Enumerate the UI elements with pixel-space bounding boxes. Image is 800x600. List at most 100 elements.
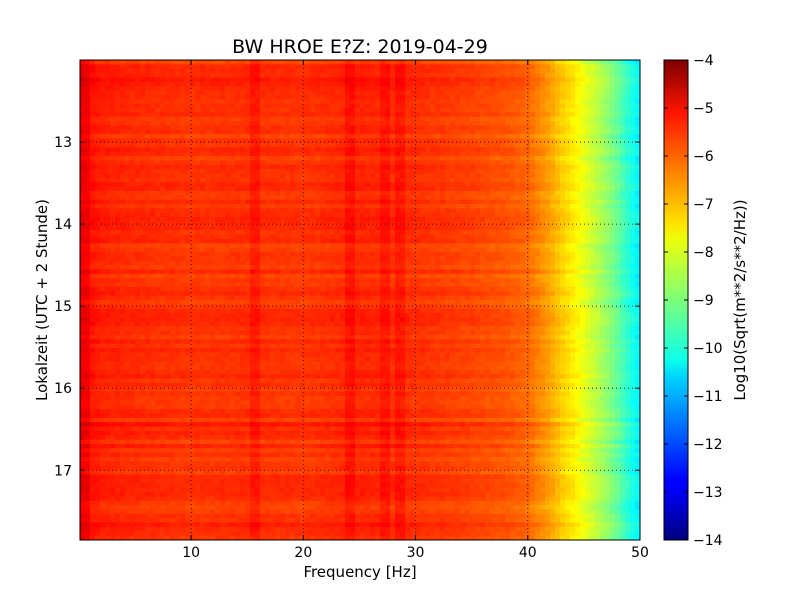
heatmap-cell: [380, 234, 386, 240]
heatmap-cell: [180, 247, 186, 253]
heatmap-cell: [635, 177, 640, 183]
heatmap-cell: [605, 112, 611, 118]
heatmap-cell: [245, 182, 251, 188]
heatmap-cell: [435, 212, 441, 218]
heatmap-cell: [535, 230, 541, 236]
heatmap-cell: [525, 99, 531, 105]
heatmap-cell: [130, 134, 136, 140]
heatmap-cell: [95, 142, 101, 148]
heatmap-cell: [520, 103, 526, 109]
heatmap-cell: [620, 182, 626, 188]
heatmap-cell: [630, 81, 636, 87]
heatmap-cell: [85, 199, 91, 205]
heatmap-cell: [190, 103, 196, 109]
heatmap-cell: [80, 151, 86, 157]
heatmap-cell: [270, 99, 276, 105]
heatmap-cell: [545, 77, 551, 83]
heatmap-cell: [630, 169, 636, 175]
heatmap-cell: [630, 138, 636, 144]
heatmap-cell: [165, 225, 171, 231]
heatmap-cell: [155, 234, 161, 240]
heatmap-cell: [210, 77, 216, 83]
heatmap-cell: [350, 90, 356, 96]
heatmap-cell: [335, 142, 341, 148]
heatmap-cell: [420, 156, 426, 161]
heatmap-cell: [230, 99, 236, 105]
heatmap-cell: [275, 217, 281, 223]
heatmap-cell: [305, 230, 311, 236]
heatmap-cell: [455, 225, 461, 231]
heatmap-cell: [575, 151, 581, 157]
heatmap-cell: [225, 125, 231, 131]
heatmap-cell: [125, 60, 131, 65]
heatmap-cell: [95, 68, 101, 74]
heatmap-cell: [245, 225, 251, 231]
heatmap-cell: [125, 94, 131, 100]
heatmap-cell: [490, 204, 496, 209]
heatmap-cell: [295, 134, 301, 140]
heatmap-cell: [620, 186, 626, 192]
heatmap-cell: [255, 125, 261, 131]
heatmap-cell: [480, 234, 486, 240]
heatmap-cell: [590, 151, 596, 157]
heatmap-cell: [575, 147, 581, 153]
heatmap-cell: [510, 81, 516, 87]
heatmap-cell: [175, 212, 181, 218]
heatmap-cell: [125, 199, 131, 205]
heatmap-cell: [425, 169, 431, 175]
heatmap-cell: [325, 252, 331, 257]
heatmap-cell: [230, 177, 236, 183]
heatmap-cell: [425, 208, 431, 214]
heatmap-cell: [445, 199, 451, 205]
heatmap-cell: [125, 217, 131, 223]
heatmap-cell: [125, 190, 131, 196]
heatmap-cell: [435, 68, 441, 74]
heatmap-cell: [480, 99, 486, 105]
heatmap-cell: [540, 64, 546, 70]
heatmap-cell: [265, 116, 271, 122]
heatmap-cell: [600, 208, 606, 214]
heatmap-cell: [445, 103, 451, 109]
heatmap-cell: [210, 225, 216, 231]
heatmap-cell: [185, 125, 191, 131]
heatmap-cell: [565, 134, 571, 140]
heatmap-cell: [625, 169, 631, 175]
heatmap-cell: [420, 116, 426, 122]
heatmap-cell: [205, 129, 211, 135]
heatmap-cell: [300, 190, 306, 196]
heatmap-cell: [145, 156, 151, 161]
heatmap-cell: [625, 177, 631, 183]
heatmap-cell: [520, 138, 526, 144]
heatmap-cell: [615, 86, 621, 92]
heatmap-cell: [285, 138, 291, 144]
heatmap-cell: [275, 186, 281, 192]
heatmap-cell: [605, 108, 611, 113]
heatmap-cell: [190, 182, 196, 188]
heatmap-cell: [395, 138, 401, 144]
heatmap-cell: [585, 164, 591, 170]
heatmap-cell: [220, 129, 226, 135]
heatmap-cell: [85, 138, 91, 144]
heatmap-cell: [335, 60, 341, 65]
heatmap-cell: [450, 112, 456, 118]
heatmap-cell: [310, 204, 316, 209]
heatmap-cell: [560, 94, 566, 100]
heatmap-cell: [120, 112, 126, 118]
heatmap-cell: [625, 156, 631, 161]
heatmap-cell: [270, 230, 276, 236]
heatmap-cell: [165, 121, 171, 127]
heatmap-cell: [215, 252, 221, 257]
heatmap-cell: [355, 169, 361, 175]
heatmap-cell: [545, 160, 551, 166]
heatmap-cell: [555, 90, 561, 96]
heatmap-cell: [385, 234, 391, 240]
heatmap-cell: [605, 164, 611, 170]
heatmap-cell: [350, 234, 356, 240]
heatmap-cell: [450, 247, 456, 253]
heatmap-cell: [370, 116, 376, 122]
heatmap-cell: [555, 94, 561, 100]
heatmap-cell: [515, 129, 521, 135]
heatmap-cell: [525, 156, 531, 161]
heatmap-cell: [410, 121, 416, 127]
heatmap-cell: [545, 190, 551, 196]
